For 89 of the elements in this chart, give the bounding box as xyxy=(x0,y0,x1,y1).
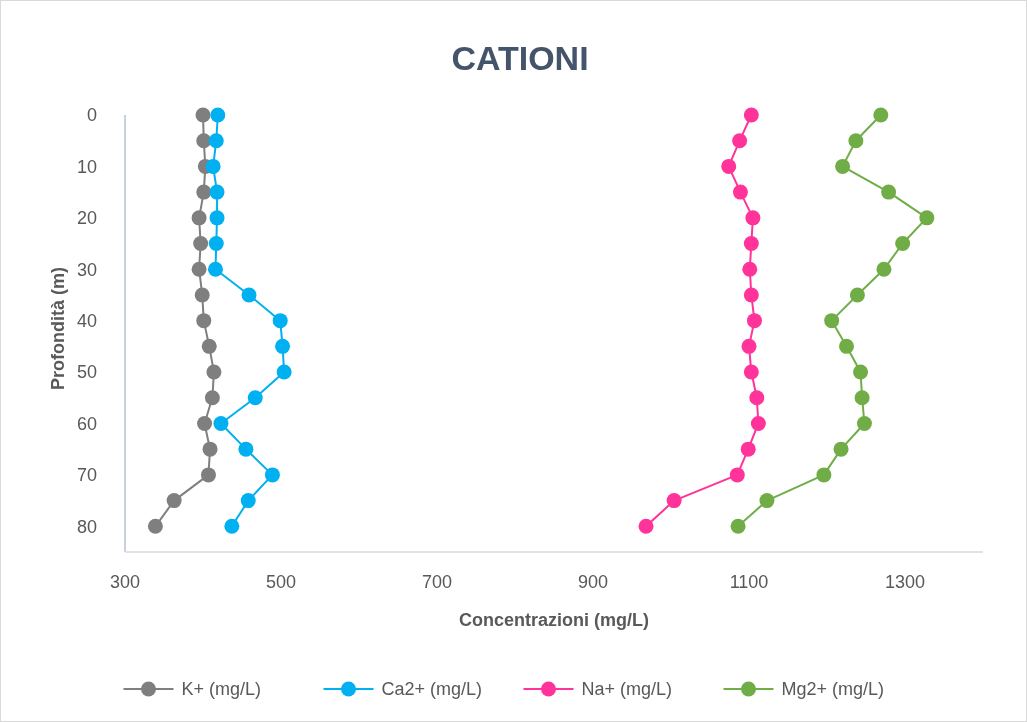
y-axis-title: Profondità (m) xyxy=(48,267,68,390)
y-tick-label: 0 xyxy=(86,105,97,126)
point xyxy=(204,390,220,406)
point xyxy=(743,236,759,252)
point xyxy=(638,518,654,534)
legend-label: Mg2+ (mg/L) xyxy=(781,679,885,700)
point xyxy=(201,338,217,354)
point xyxy=(740,441,756,457)
chart-title: CATIONI xyxy=(451,39,589,77)
y-tick-label: 80 xyxy=(76,516,97,537)
point xyxy=(196,313,212,329)
point xyxy=(208,236,224,252)
point xyxy=(742,261,758,277)
point xyxy=(241,287,257,303)
x-tick-label: 500 xyxy=(265,572,297,592)
point xyxy=(196,184,212,200)
point xyxy=(746,313,762,329)
point xyxy=(749,390,765,406)
point xyxy=(224,518,240,534)
point xyxy=(732,133,748,149)
point xyxy=(835,158,851,174)
x-tick-label: 1100 xyxy=(729,572,769,592)
y-tick-label: 20 xyxy=(76,208,97,229)
point xyxy=(193,236,209,252)
point xyxy=(816,467,832,483)
point xyxy=(238,441,254,457)
point xyxy=(743,287,759,303)
point xyxy=(854,390,870,406)
point xyxy=(213,415,229,431)
point xyxy=(895,236,911,252)
y-tick-label: 30 xyxy=(76,259,97,280)
point xyxy=(839,338,854,354)
point xyxy=(876,261,892,277)
point xyxy=(191,261,207,277)
point xyxy=(209,210,225,226)
point xyxy=(833,441,849,457)
point xyxy=(881,184,897,200)
legend-label: Ca2+ (mg/L) xyxy=(381,679,483,700)
point xyxy=(196,133,212,149)
point xyxy=(276,364,292,380)
y-tick-label: 60 xyxy=(76,413,97,434)
point xyxy=(919,210,935,226)
point xyxy=(197,415,213,431)
point xyxy=(849,287,865,303)
point xyxy=(247,390,263,406)
y-tick-label: 40 xyxy=(76,310,97,331)
point xyxy=(208,133,224,149)
legend-label: Na+ (mg/L) xyxy=(581,679,673,700)
point xyxy=(272,313,288,329)
x-tick-label: 700 xyxy=(421,572,453,592)
x-tick-label: 1300 xyxy=(884,572,926,592)
point xyxy=(759,493,775,509)
y-tick-label: 50 xyxy=(76,362,97,383)
point xyxy=(209,184,225,200)
point xyxy=(743,107,759,123)
point xyxy=(853,364,869,380)
point xyxy=(275,338,291,354)
point xyxy=(743,364,759,380)
x-axis-title: Concentrazioni (mg/L) xyxy=(459,610,649,630)
point xyxy=(730,518,746,534)
point xyxy=(856,415,872,431)
point xyxy=(729,467,745,483)
point xyxy=(166,493,182,509)
point xyxy=(264,467,280,483)
point xyxy=(873,107,889,123)
x-tick-label: 900 xyxy=(577,572,609,592)
point xyxy=(191,210,207,226)
point xyxy=(750,415,766,431)
point xyxy=(848,133,864,149)
point xyxy=(732,184,748,200)
point xyxy=(240,493,256,509)
point xyxy=(824,313,840,329)
point xyxy=(194,287,210,303)
y-tick-label: 70 xyxy=(76,465,97,486)
point xyxy=(147,518,163,534)
point xyxy=(210,107,226,123)
legend-label: K+ (mg/L) xyxy=(181,679,262,700)
x-tick-label: 300 xyxy=(109,572,141,592)
point xyxy=(200,467,216,483)
y-tick-label: 10 xyxy=(76,156,97,177)
point xyxy=(207,261,223,277)
point xyxy=(745,210,761,226)
point xyxy=(721,158,737,174)
point xyxy=(666,493,682,509)
point xyxy=(206,364,222,380)
point xyxy=(202,441,218,457)
point xyxy=(205,158,221,174)
point xyxy=(741,338,757,354)
point xyxy=(195,107,211,123)
